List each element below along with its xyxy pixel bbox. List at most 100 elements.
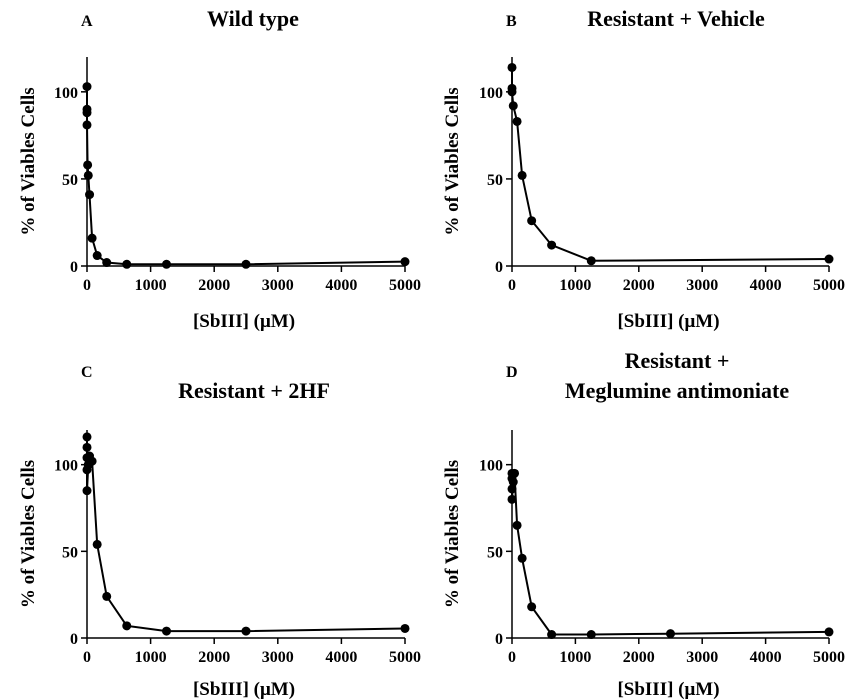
data-point [507, 484, 517, 494]
chart-title: Resistant + 2HF [178, 378, 330, 403]
y-tick-label: 50 [62, 544, 78, 561]
x-tick-label: 1000 [135, 649, 167, 666]
x-tick-label: 3000 [686, 277, 718, 294]
y-axis-label: % of Viables Cells [18, 460, 39, 608]
y-tick-label: 100 [479, 458, 503, 475]
data-point [92, 251, 102, 261]
data-point [586, 630, 596, 640]
x-axis-label: [SbIII] (μM) [193, 679, 295, 700]
x-tick-label: 0 [508, 277, 516, 294]
x-tick-label: 2000 [198, 277, 230, 294]
x-tick-label: 4000 [325, 649, 357, 666]
data-point [92, 539, 102, 549]
data-point [87, 456, 97, 466]
data-point [162, 259, 171, 269]
y-tick-label: 100 [54, 458, 78, 475]
data-point [527, 602, 537, 612]
data-point [83, 160, 93, 170]
x-tick-label: 5000 [389, 277, 421, 294]
x-tick-label: 4000 [750, 277, 782, 294]
y-tick-label: 0 [495, 259, 503, 276]
x-tick-label: 0 [83, 649, 91, 666]
data-point [517, 553, 527, 563]
x-tick-label: 2000 [623, 649, 655, 666]
data-point [400, 257, 410, 267]
panel-letter: D [506, 364, 518, 381]
data-point [122, 621, 132, 631]
data-point [122, 259, 132, 269]
chart-title-line-1: Resistant + [625, 348, 730, 373]
data-point [102, 258, 112, 268]
data-point [512, 116, 522, 126]
data-point [82, 432, 92, 442]
y-tick-label: 100 [479, 85, 503, 102]
x-tick-label: 2000 [198, 649, 230, 666]
x-tick-label: 0 [508, 649, 516, 666]
y-tick-label: 50 [487, 544, 503, 561]
x-tick-label: 2000 [623, 277, 655, 294]
data-point [512, 520, 522, 530]
panel-letter: B [506, 13, 517, 30]
data-point [82, 442, 92, 452]
series-line [86, 436, 406, 633]
x-tick-label: 1000 [135, 277, 167, 294]
data-point [507, 494, 517, 504]
y-tick-label: 0 [70, 259, 78, 276]
data-point [400, 623, 410, 633]
chart-title: Resistant + Vehicle [587, 6, 765, 31]
chart-panel-d: D Resistant +Meglumine antimoniate0501000… [442, 348, 845, 700]
data-point [510, 468, 520, 478]
data-point [547, 240, 557, 250]
y-axis-label: % of Viables Cells [18, 87, 39, 235]
data-point [241, 259, 251, 269]
data-point [527, 216, 537, 226]
data-point [508, 101, 518, 111]
data-point [517, 170, 527, 180]
data-point [87, 233, 97, 243]
x-tick-label: 3000 [262, 277, 294, 294]
x-tick-label: 5000 [813, 277, 845, 294]
data-point [102, 591, 112, 601]
x-axis-label: [SbIII] (μM) [617, 679, 719, 700]
data-point [507, 87, 517, 97]
data-point [82, 108, 92, 118]
y-tick-label: 50 [62, 172, 78, 189]
data-point [507, 62, 517, 72]
series-line [511, 473, 830, 636]
chart-title: Wild type [207, 6, 299, 31]
data-point [547, 630, 557, 640]
y-tick-label: 0 [495, 631, 503, 648]
series-line [511, 67, 830, 262]
data-point [85, 190, 95, 200]
data-point [666, 629, 675, 639]
panel-letter: A [81, 13, 93, 30]
x-tick-label: 3000 [262, 649, 294, 666]
y-tick-label: 100 [54, 85, 78, 102]
data-point [824, 254, 834, 264]
data-point [162, 626, 171, 636]
data-point [82, 120, 92, 130]
x-tick-label: 1000 [559, 277, 591, 294]
x-axis-label: [SbIII] (μM) [617, 311, 719, 332]
data-point [586, 256, 596, 266]
x-tick-label: 5000 [389, 649, 421, 666]
x-tick-label: 4000 [325, 277, 357, 294]
x-axis-label: [SbIII] (μM) [193, 311, 295, 332]
y-tick-label: 0 [70, 631, 78, 648]
chart-title-line-2: Meglumine antimoniate [565, 378, 789, 403]
data-point [824, 627, 834, 637]
y-tick-label: 50 [487, 172, 503, 189]
y-axis-label: % of Viables Cells [442, 87, 463, 235]
panel-letter: C [81, 364, 93, 381]
x-tick-label: 1000 [559, 649, 591, 666]
data-point [82, 486, 92, 496]
y-axis-label: % of Viables Cells [442, 460, 463, 608]
data-point [83, 170, 93, 180]
data-point [508, 477, 518, 487]
data-point [82, 82, 92, 92]
x-tick-label: 3000 [686, 649, 718, 666]
x-tick-label: 5000 [813, 649, 845, 666]
